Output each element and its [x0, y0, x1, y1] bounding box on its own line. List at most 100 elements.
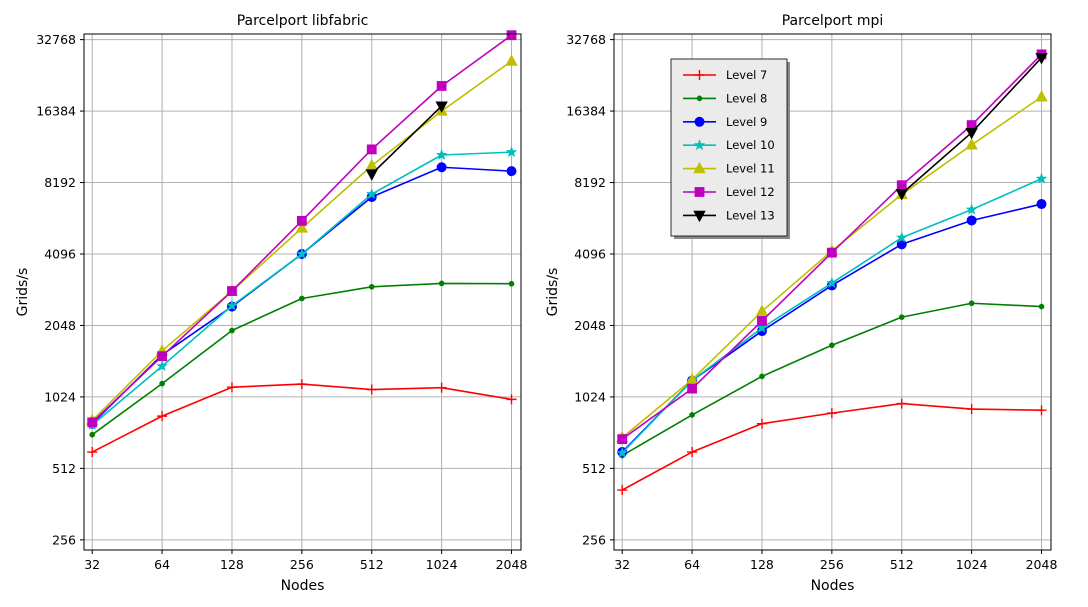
- series-level-7: [617, 398, 1047, 496]
- chart-panel-2: 32 64 128 256 512 1024 2048 256 512 1024 2048 4096 8…: [545, 13, 1057, 594]
- y-tick-label: 512: [52, 461, 76, 476]
- data-point: [435, 101, 448, 113]
- data-point: [296, 247, 308, 259]
- y-tick-label: 32768: [36, 32, 76, 47]
- x-tick-label: 1024: [956, 557, 988, 572]
- data-point: [156, 360, 168, 372]
- legend-entry: Level 10: [683, 138, 775, 152]
- data-point: [757, 316, 767, 326]
- data-point: [1038, 303, 1045, 310]
- data-point: [435, 148, 448, 160]
- legend-box: [670, 58, 788, 237]
- legend-marker: [693, 161, 706, 174]
- y-tick-label: 8192: [574, 175, 606, 190]
- legend-marker: [696, 95, 703, 102]
- x-tick-label: 64: [154, 557, 170, 572]
- data-point: [365, 158, 378, 171]
- data-point: [296, 379, 307, 390]
- chart-title: Parcelport libfabric: [237, 13, 369, 29]
- data-point: [299, 295, 305, 302]
- data-point: [508, 280, 515, 287]
- x-tick-label: 512: [890, 557, 914, 572]
- y-axis-label: Grids/s: [545, 268, 561, 317]
- legend-marker: [693, 210, 706, 223]
- x-axis-label: Nodes: [811, 578, 855, 594]
- legend-label: Level 11: [726, 162, 775, 176]
- series-level-12: [87, 30, 517, 428]
- y-tick-label: 32768: [566, 32, 606, 47]
- x-tick-label: 512: [360, 557, 384, 572]
- data-point: [829, 342, 835, 349]
- data-point: [759, 373, 765, 380]
- data-point: [436, 382, 447, 393]
- legend-label: Level 8: [726, 91, 767, 105]
- plot-frame: [613, 33, 1052, 551]
- x-tick-label: 64: [684, 557, 700, 572]
- data-point: [826, 408, 837, 419]
- data-point: [368, 283, 375, 290]
- y-tick-label: 256: [52, 532, 76, 547]
- x-tick-label: 32: [614, 557, 630, 572]
- data-point: [1035, 90, 1048, 102]
- data-point: [89, 431, 96, 438]
- data-point: [968, 300, 975, 307]
- data-point: [895, 189, 908, 201]
- x-tick-label: 32: [84, 557, 100, 572]
- data-point: [365, 188, 378, 200]
- data-point: [617, 434, 628, 445]
- y-axis-label: Grids/s: [15, 268, 31, 317]
- data-point: [295, 221, 309, 233]
- legend-marker: [694, 70, 705, 80]
- data-point: [756, 321, 768, 333]
- legend-marker: [694, 187, 705, 197]
- legend-label: Level 9: [726, 115, 767, 129]
- data-point: [1035, 53, 1048, 65]
- legend-label: Level 13: [726, 208, 775, 222]
- legend-entry: Level 7: [683, 68, 767, 82]
- data-point: [896, 398, 907, 409]
- data-point: [296, 215, 307, 226]
- data-point: [226, 382, 237, 393]
- x-tick-label: 2048: [496, 557, 528, 572]
- legend-entry: Level 13: [683, 208, 775, 222]
- data-point: [826, 277, 838, 288]
- x-tick-label: 256: [290, 557, 314, 572]
- data-point: [229, 327, 235, 334]
- legend-label: Level 12: [726, 185, 775, 199]
- legend-entry: Level 8: [683, 91, 767, 105]
- legend-marker: [693, 139, 706, 151]
- data-point: [966, 404, 977, 415]
- legend-entry: Level 12: [683, 185, 775, 199]
- data-point: [436, 162, 447, 173]
- data-point: [966, 215, 977, 226]
- data-point: [87, 417, 98, 428]
- data-point: [965, 138, 978, 150]
- legend-entry: Level 9: [683, 115, 767, 129]
- series-level-10: [86, 146, 518, 430]
- chart-title: Parcelport mpi: [782, 13, 884, 29]
- y-tick-label: 16384: [36, 104, 76, 119]
- data-point: [616, 446, 628, 458]
- data-point: [965, 203, 978, 215]
- data-point: [965, 127, 978, 140]
- y-tick-label: 2048: [44, 318, 76, 333]
- series-level-8: [89, 280, 515, 438]
- data-point: [1036, 405, 1047, 416]
- data-point: [896, 180, 907, 191]
- y-tick-label: 1024: [574, 389, 606, 404]
- data-point: [506, 394, 517, 405]
- y-tick-label: 4096: [574, 246, 606, 261]
- legend-label: Level 7: [726, 68, 767, 82]
- y-tick-label: 4096: [44, 246, 76, 261]
- data-point: [366, 144, 377, 155]
- y-tick-label: 1024: [44, 389, 76, 404]
- data-point: [617, 485, 628, 496]
- data-point: [1036, 199, 1047, 210]
- data-point: [687, 383, 697, 394]
- y-tick-label: 512: [582, 461, 606, 476]
- chart-panel-1: 32 64 128 256 512 1024 2048 256 512 1024 2048 4096 8…: [15, 13, 527, 594]
- y-tick-label: 256: [582, 532, 606, 547]
- legend-entry: Level 11: [683, 162, 775, 176]
- series-level-13: [895, 53, 1048, 201]
- data-point: [506, 30, 517, 41]
